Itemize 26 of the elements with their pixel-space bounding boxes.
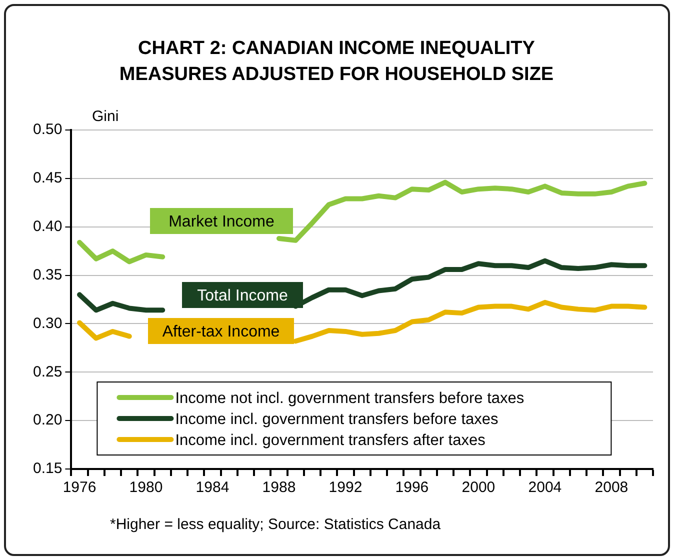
x-tick-label: 2008 bbox=[594, 479, 628, 496]
text: *Higher = less equality; Source: Statistics Canada bbox=[110, 516, 441, 533]
x-tick-label: 2004 bbox=[528, 479, 562, 496]
x-tick-label: 1996 bbox=[395, 479, 429, 496]
annotation: After-tax Income bbox=[162, 323, 280, 340]
legend-label: Income incl. government transfers after taxes bbox=[175, 432, 486, 449]
legend-label: Income incl. government transfers before taxes bbox=[175, 410, 499, 428]
annotation: Total Income bbox=[197, 287, 288, 304]
y-tick-label: 0.25 bbox=[32, 363, 62, 380]
y-axis-title: Gini bbox=[92, 108, 119, 125]
x-tick-label: 2000 bbox=[462, 479, 496, 496]
x-tick-label: 1980 bbox=[129, 479, 163, 496]
y-tick-label: 0.40 bbox=[32, 218, 62, 235]
x-tick-label: 1988 bbox=[262, 479, 296, 496]
y-tick-label: 0.35 bbox=[32, 266, 62, 284]
legend-label: Income not incl. government transfers before taxes bbox=[175, 390, 524, 407]
y-tick-label: 0.45 bbox=[32, 170, 62, 187]
x-tick-label: 1984 bbox=[196, 479, 230, 496]
y-tick-label: 0.30 bbox=[32, 314, 62, 332]
y-tick-label: 0.50 bbox=[32, 121, 62, 138]
x-tick-label: 1992 bbox=[328, 479, 362, 496]
chart-title: CHART 2: CANADIAN INCOME INEQUALITY MEASURES ADJUSTED FOR HOUSEHOLD SIZE bbox=[118, 37, 555, 87]
x-tick-label: 1976 bbox=[62, 479, 96, 496]
annotation: Market Income bbox=[168, 213, 275, 230]
y-tick-label: 0.15 bbox=[32, 460, 62, 478]
y-tick-label: 0.20 bbox=[32, 412, 62, 429]
